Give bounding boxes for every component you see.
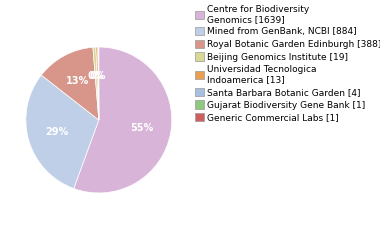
Wedge shape [93,47,99,120]
Text: 29%: 29% [45,127,68,137]
Text: 13%: 13% [66,77,90,86]
Text: 55%: 55% [130,123,154,133]
Wedge shape [98,47,99,120]
Wedge shape [74,47,172,193]
Text: 0%: 0% [88,71,104,81]
Wedge shape [26,75,99,189]
Wedge shape [41,47,99,120]
Legend: Centre for Biodiversity
Genomics [1639], Mined from GenBank, NCBI [884], Royal B: Centre for Biodiversity Genomics [1639],… [195,5,380,122]
Text: 0%: 0% [89,71,106,81]
Wedge shape [96,47,99,120]
